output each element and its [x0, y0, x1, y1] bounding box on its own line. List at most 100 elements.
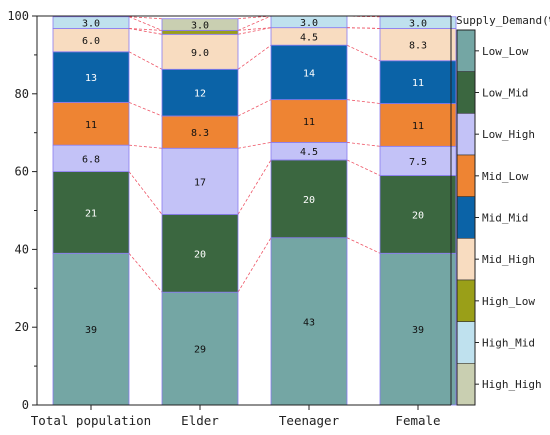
connector-line — [128, 16, 163, 31]
data-label: 43 — [303, 317, 315, 328]
legend-label: Low_Low — [482, 45, 529, 58]
legend-swatch-mid-mid — [456, 196, 476, 239]
connector-line — [128, 16, 163, 20]
data-label: 3.0 — [191, 21, 209, 32]
connector-line — [237, 99, 272, 117]
bar-segment-mid-mid — [270, 44, 348, 101]
connector-line — [237, 142, 272, 149]
connector-line — [346, 99, 381, 104]
y-tick-label: 0 — [22, 398, 29, 412]
axes: 0 20 40 60 80 100 Total population Elder Teenage… — [7, 9, 452, 428]
data-label: 14 — [303, 68, 315, 79]
bar-segment-low-mid — [161, 213, 239, 293]
legend-label: Low_High — [482, 128, 535, 141]
connector-line — [346, 27, 381, 29]
legend-swatch-low-high — [456, 113, 476, 156]
data-label: 11 — [412, 78, 424, 89]
legend-title: Supply_Demand(%) — [456, 14, 550, 27]
bar-segment-low-mid — [379, 175, 457, 254]
connector-line — [346, 237, 381, 254]
legend-swatch-high-mid — [456, 321, 476, 364]
data-label: 39 — [85, 325, 97, 336]
data-label: 4.5 — [300, 147, 318, 158]
bar-segment-low-high — [52, 144, 130, 172]
connector-line — [128, 101, 163, 117]
legend-label: High_Mid — [482, 337, 535, 350]
connector-line — [237, 159, 272, 215]
connector-line — [237, 27, 272, 31]
legend-swatch-low-mid — [456, 71, 476, 114]
legend-swatch-high-low — [456, 279, 476, 322]
y-tick-label: 20 — [15, 320, 29, 334]
bar-segment-mid-high — [161, 33, 239, 70]
data-label: 20 — [194, 249, 206, 260]
y-tick-label: 80 — [15, 87, 29, 101]
connector-line — [128, 253, 163, 293]
data-label: 8.3 — [409, 41, 427, 52]
bar-segment-high-mid — [52, 16, 130, 29]
data-label: 6.0 — [82, 36, 100, 47]
bar-segment-mid-mid — [379, 60, 457, 104]
data-label: 39 — [412, 325, 424, 336]
connector-line — [128, 28, 163, 35]
legend-label: Mid_Low — [482, 170, 529, 183]
data-label: 4.5 — [300, 32, 318, 43]
data-label: 29 — [194, 345, 206, 356]
data-label: 7.5 — [409, 157, 427, 168]
legend-frame — [456, 29, 476, 406]
x-tick-label: Total population — [31, 413, 151, 428]
data-label: 20 — [303, 195, 315, 206]
legend-swatch-low-low — [456, 29, 476, 72]
bar-segment-low-low — [161, 291, 239, 406]
bar-segment-high-mid — [379, 16, 457, 29]
bars-group: 39 21 6.8 11 13 6.0 3.0 29 20 17 8.3 12 9.0 3.0 43 20 4.… — [52, 15, 457, 406]
bar-segment-mid-mid — [52, 51, 130, 103]
bar-segment-high-high — [161, 18, 239, 31]
x-tick-label: Teenager — [279, 413, 340, 428]
legend-label: High_Low — [482, 295, 535, 308]
bar-segment-mid-low — [161, 115, 239, 149]
bar-segment-low-high — [161, 147, 239, 215]
data-label: 21 — [85, 208, 97, 219]
x-tick-label: Elder — [181, 413, 219, 428]
legend-label: Mid_High — [482, 253, 535, 266]
data-label: 3.0 — [409, 19, 427, 30]
bar-segment-low-mid — [270, 159, 348, 239]
bar-segment-mid-low — [379, 103, 457, 147]
connector-line — [346, 44, 381, 62]
data-label: 9.0 — [191, 48, 209, 59]
bar-segment-mid-low — [52, 101, 130, 146]
legend-swatch-mid-low — [456, 154, 476, 197]
x-tick-label: Female — [395, 413, 440, 428]
legend-swatch-high-high — [456, 363, 476, 406]
legend-label: High_High — [482, 378, 542, 391]
bar-segment-low-low — [379, 252, 457, 406]
connector-line — [128, 171, 163, 215]
connector-line — [128, 144, 163, 149]
legend-label: Mid_Mid — [482, 212, 528, 225]
data-label: 3.0 — [82, 19, 100, 30]
data-label: 8.3 — [191, 128, 209, 139]
connector-line — [237, 237, 272, 293]
data-label: 11 — [85, 120, 97, 131]
bar-segment-low-high — [379, 145, 457, 176]
data-label: 12 — [194, 89, 206, 100]
data-label: 11 — [303, 117, 315, 128]
y-tick-label: 100 — [7, 9, 29, 23]
data-label: 13 — [85, 73, 97, 84]
y-tick-label: 40 — [15, 242, 29, 256]
data-label: 3.0 — [300, 18, 318, 29]
data-label: 6.8 — [82, 154, 100, 165]
connector-line — [237, 15, 272, 31]
y-tick-label: 60 — [15, 165, 29, 179]
data-label: 20 — [412, 210, 424, 221]
connector-line — [237, 44, 272, 70]
connector-line — [128, 51, 163, 70]
legend-swatch-mid-high — [456, 238, 476, 281]
connector-line — [346, 142, 381, 147]
legend-label: Low_Mid — [482, 87, 528, 100]
connector-line — [128, 28, 163, 31]
bar-segment-low-low — [270, 237, 348, 406]
data-label: 11 — [412, 121, 424, 132]
